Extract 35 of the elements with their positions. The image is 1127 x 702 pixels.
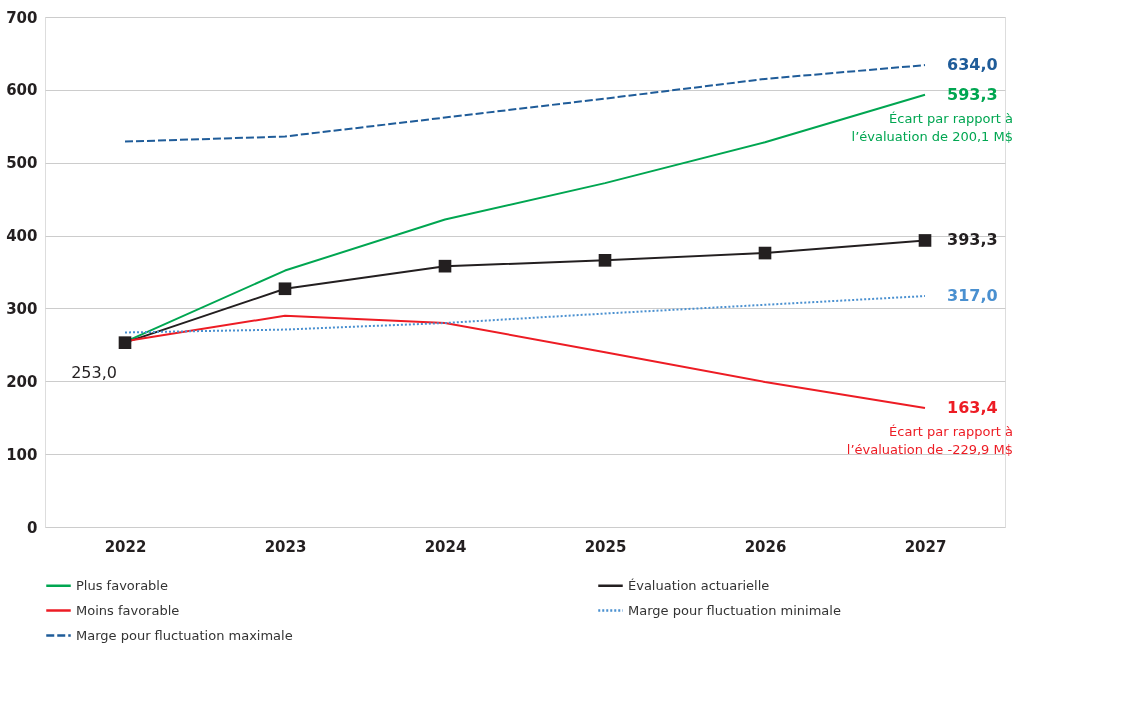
x-tick-label: 2023 (264, 537, 307, 556)
y-tick-label: 500 (6, 154, 38, 173)
y-tick-label: 600 (6, 81, 38, 100)
y-tick-label: 700 (6, 8, 38, 27)
line-series (124, 295, 926, 334)
point (278, 282, 292, 296)
point (118, 336, 132, 349)
x-tick-label: 2025 (584, 537, 627, 556)
x-tick-label: 2026 (744, 537, 787, 556)
annotation: Écart par rapport à l’évaluation de 200,1 M$ (851, 110, 1013, 144)
y-tick-label: 100 (6, 445, 38, 464)
data-label: 393,3 (947, 230, 998, 250)
legend-label: Plus favorable (76, 577, 168, 593)
line-series (124, 64, 926, 143)
point (758, 246, 772, 260)
data-label: 163,4 (947, 397, 998, 417)
legend-label: Marge pour fluctuation minimale (628, 602, 841, 618)
data-label: 593,3 (947, 84, 998, 104)
y-tick-label: 0 (27, 518, 38, 537)
legend-label: Marge pour fluctuation maximale (76, 627, 293, 643)
point (438, 259, 452, 273)
x-tick-label: 2027 (904, 537, 947, 556)
point (918, 234, 932, 247)
x-tick-label: 2022 (104, 537, 147, 556)
data-label: 253,0 (71, 362, 117, 382)
y-tick-label: 400 (6, 227, 38, 246)
data-label: 634,0 (947, 55, 998, 75)
y-tick-label: 300 (6, 299, 38, 318)
point (598, 254, 612, 267)
y-tick-label: 200 (6, 372, 38, 391)
legend-label: Moins favorable (76, 602, 180, 618)
legend-label: Évaluation actuarielle (628, 577, 770, 593)
data-label: 317,0 (947, 286, 998, 306)
x-tick-label: 2024 (424, 537, 467, 556)
annotation: Écart par rapport à l’évaluation de -229,9 M$ (846, 423, 1013, 457)
